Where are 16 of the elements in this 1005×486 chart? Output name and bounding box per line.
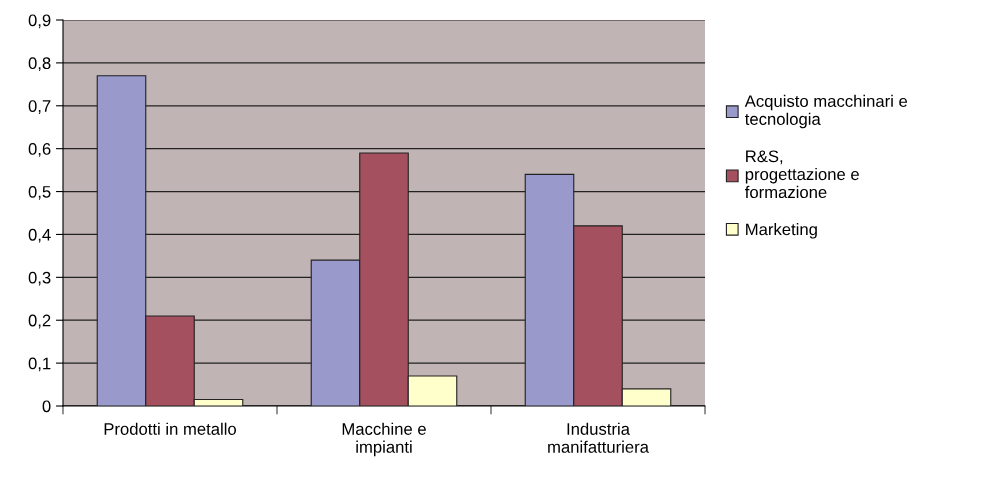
legend-label: R&S, progettazione e formazione <box>744 150 859 199</box>
y-tick-label: 0,5 <box>28 185 51 200</box>
x-tick-label: Prodotti in metallo <box>104 422 236 435</box>
y-tick-label: 0,1 <box>28 357 51 372</box>
y-tick-label: 0,9 <box>28 14 51 29</box>
y-tick-label: 0,8 <box>28 57 51 72</box>
y-tick-label: 0,2 <box>28 314 51 329</box>
y-tick-label: 0,7 <box>28 100 51 114</box>
y-tick-label: 0,6 <box>28 143 51 157</box>
x-tick-label: Industria manifatturiera <box>548 422 649 453</box>
legend-label: Marketing <box>746 223 817 239</box>
legend-label: Acquisto macchinari e tecnologia <box>744 94 908 129</box>
y-tick-label: 0,4 <box>28 228 51 243</box>
x-tick-label: Macchine e impianti <box>342 422 426 457</box>
y-tick-label: 0 <box>42 400 51 413</box>
y-tick-label: 0,3 <box>28 271 51 286</box>
